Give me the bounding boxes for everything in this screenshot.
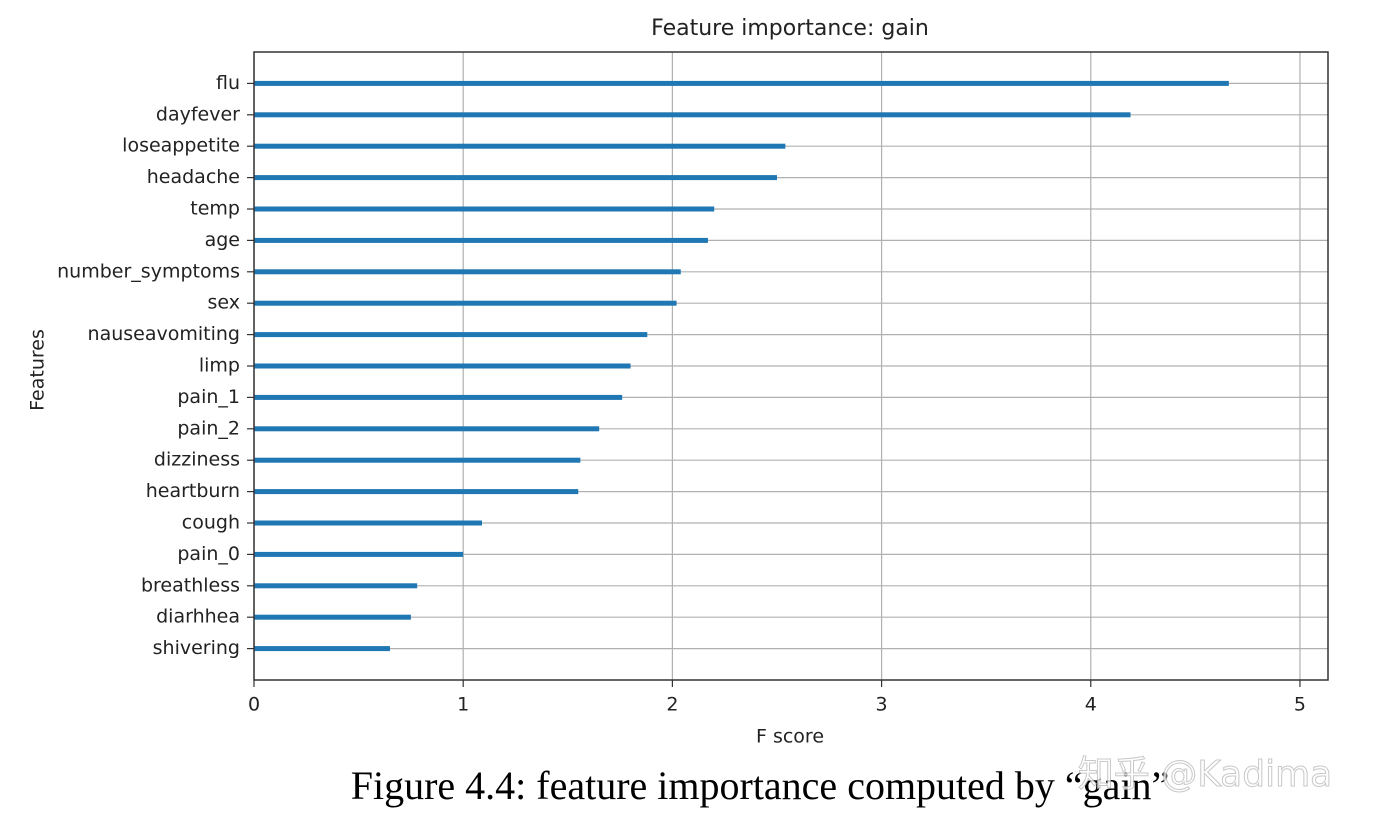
y-tick-label: sex: [208, 292, 241, 314]
y-tick-label: dizziness: [154, 449, 240, 471]
x-tick-label: 5: [1294, 694, 1306, 716]
y-tick-label: limp: [199, 355, 240, 377]
y-tick-label: shivering: [153, 637, 240, 659]
bar: [254, 269, 681, 275]
y-tick-label: breathless: [141, 574, 240, 596]
bar: [254, 206, 715, 212]
watermark: 知乎 @Kadima: [1078, 754, 1332, 795]
bar: [254, 489, 579, 495]
y-tick-label: age: [205, 229, 240, 251]
y-tick-label: heartburn: [146, 480, 240, 502]
x-tick-label: 2: [666, 694, 678, 716]
figure-caption: Figure 4.4: feature importance computed …: [351, 763, 1170, 808]
y-tick-label: flu: [216, 72, 240, 94]
x-tick-label: 4: [1085, 694, 1097, 716]
y-axis-label: Features: [27, 329, 49, 411]
bar: [254, 300, 677, 306]
y-tick-label: cough: [182, 512, 240, 534]
bar: [254, 143, 786, 149]
y-tick-label: dayfever: [156, 103, 240, 125]
y-tick-label: pain_0: [177, 543, 240, 565]
bar: [254, 112, 1131, 118]
y-tick-label: temp: [190, 198, 240, 220]
bar: [254, 583, 418, 589]
y-tick-label: pain_1: [177, 386, 240, 408]
x-tick-label: 0: [248, 694, 260, 716]
bar: [254, 614, 411, 620]
bar: [254, 175, 777, 181]
bar: [254, 520, 483, 526]
bar: [254, 80, 1229, 86]
bar: [254, 394, 623, 400]
plot-frame: [253, 51, 1329, 681]
x-tick-label: 1: [457, 694, 469, 716]
y-tick-label: pain_2: [177, 417, 240, 439]
bar: [254, 646, 390, 652]
y-tick-label: headache: [147, 166, 240, 188]
y-tick-label: diarhhea: [156, 606, 240, 628]
chart-title: Feature importance: gain: [651, 16, 929, 41]
bar: [254, 237, 708, 243]
x-tick-label: 3: [876, 694, 888, 716]
y-tick-label: nauseavomiting: [88, 323, 240, 345]
x-axis-label: F score: [756, 726, 824, 748]
bar: [254, 332, 648, 338]
y-tick-label: number_symptoms: [57, 260, 240, 282]
bar: [254, 426, 600, 432]
bar: [254, 457, 581, 463]
bar: [254, 551, 464, 557]
y-tick-label: loseappetite: [122, 135, 240, 157]
bar: [254, 363, 631, 369]
